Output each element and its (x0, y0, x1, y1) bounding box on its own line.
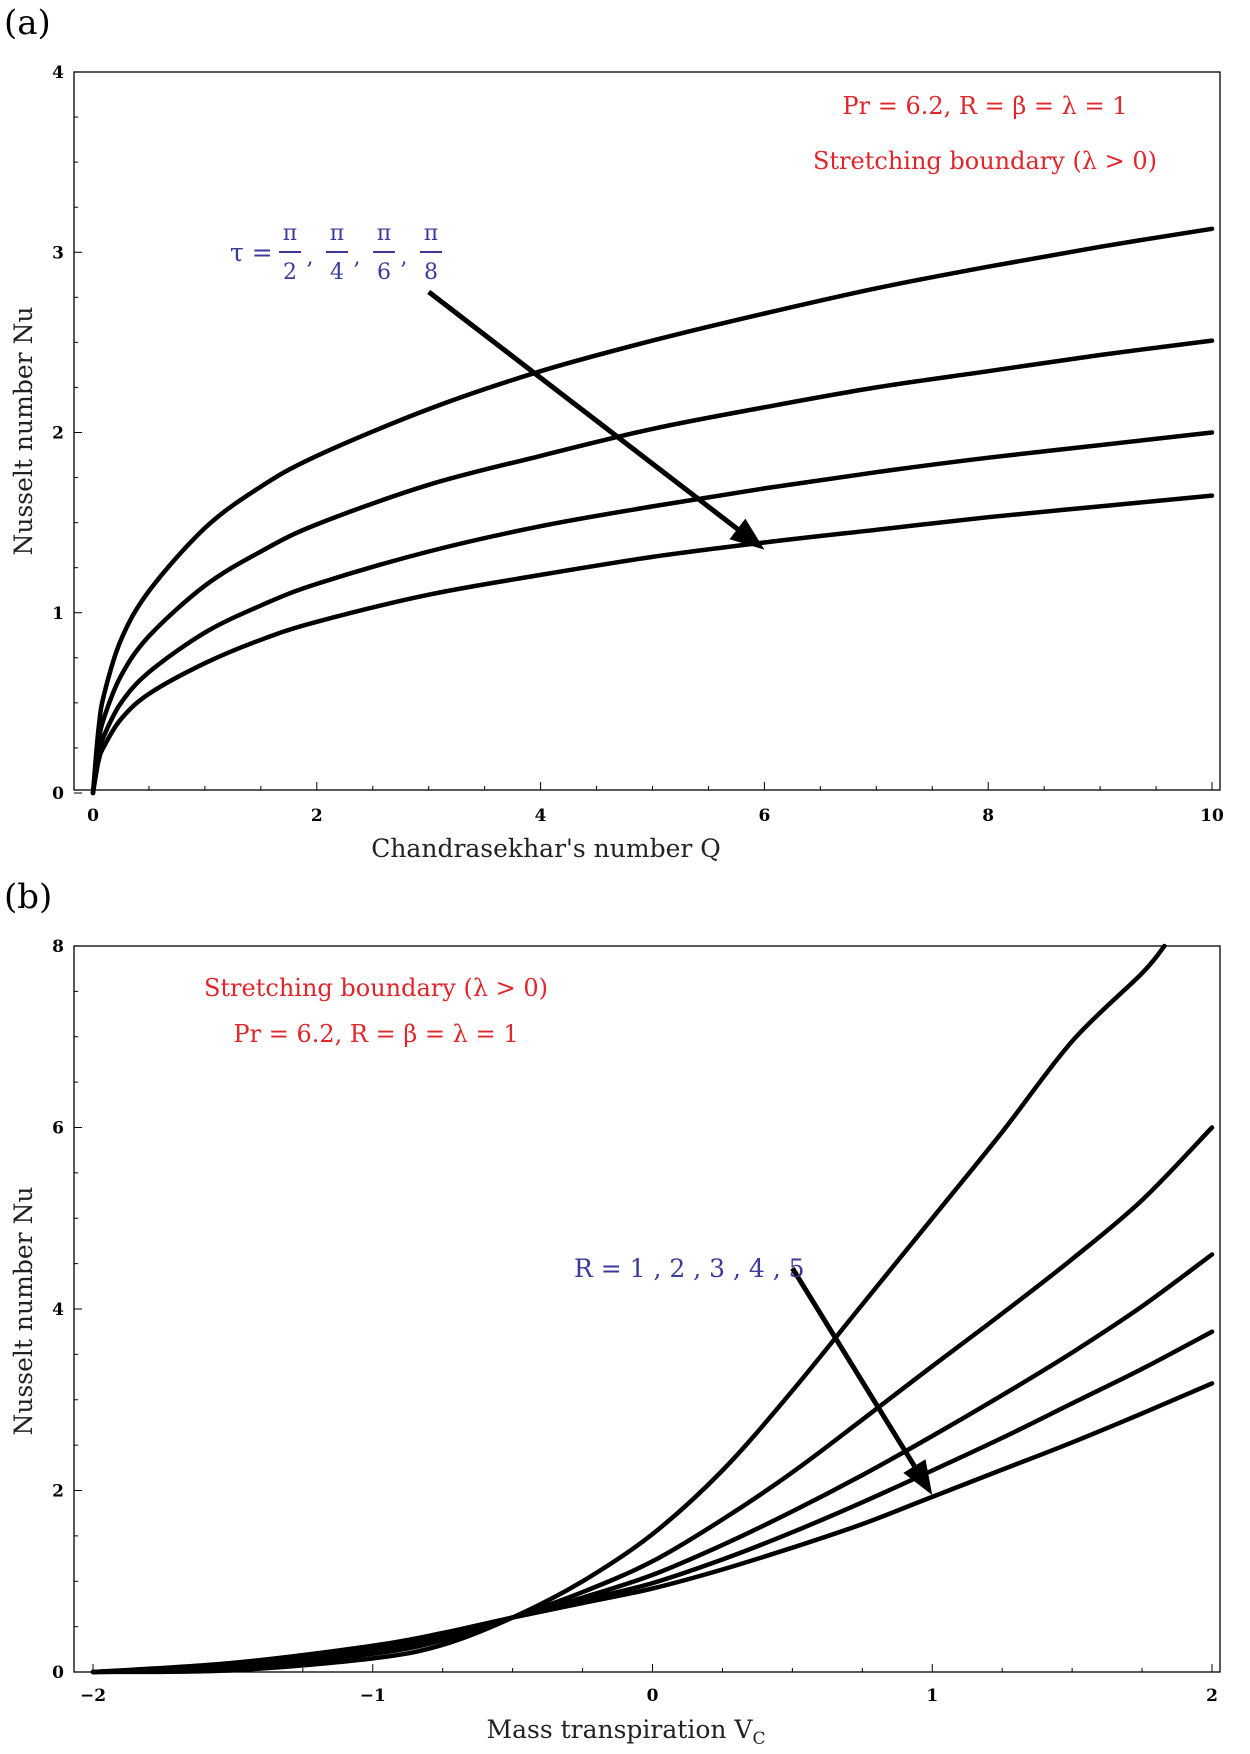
y-tick-label: 2 (52, 424, 64, 444)
arrow-shaft (790, 1266, 917, 1468)
x-tick-label: −2 (80, 1686, 106, 1706)
panel-b: (b) −2 −1 0 1 2 0 2 4 6 8 Mass transpiration VC N… (4, 877, 1221, 1749)
x-tick-label: 2 (1206, 1686, 1218, 1706)
y-tick-label: 4 (52, 1300, 64, 1320)
y-tick-label: 8 (52, 937, 64, 957)
panel-b-ticks: −2 −1 0 1 2 0 2 4 6 8 (52, 937, 1218, 1706)
tau-fractions: π 2, π 4, π 6, π 8 (279, 221, 442, 285)
panel-a-arrow (427, 289, 765, 550)
y-tick-label: 2 (52, 1482, 64, 1502)
panel-a-curves (90, 226, 1215, 796)
tau-denominator: 2 (283, 260, 297, 285)
panel-b-y-axis-label: Nusselt number Nu (9, 1187, 38, 1436)
x-tick-label: 0 (87, 806, 99, 826)
x-tick-label: 6 (758, 806, 770, 826)
arrow-head (903, 1459, 933, 1496)
panel-b-arrow (790, 1266, 933, 1496)
panel-a-boundary-line: Stretching boundary (λ > 0) (813, 147, 1157, 175)
tau-numerator: π (283, 221, 297, 246)
arrow-head (729, 518, 765, 550)
x-tick-label: 10 (1200, 806, 1224, 826)
y-tick-label: 4 (52, 63, 64, 83)
tau-separator: , (401, 245, 408, 270)
panel-a-x-axis-label: Chandrasekhar's number Q (371, 834, 721, 863)
panel-a: (a) 0 2 4 6 8 10 0 1 2 3 4 Chandrasekhar's number … (4, 3, 1224, 863)
series-line-3 (90, 430, 1215, 796)
panel-b-r-annotation: R = 1 , 2 , 3 , 4 , 5 (574, 1254, 805, 1283)
y-tick-label: 6 (52, 1119, 64, 1139)
x-tick-label: 0 (647, 1686, 659, 1706)
panel-b-params-line: Pr = 6.2, R = β = λ = 1 (234, 1020, 519, 1048)
panel-b-x-axis-label: Mass transpiration VC (486, 1715, 765, 1749)
tau-denominator: 4 (330, 260, 344, 285)
arrow-shaft (427, 289, 739, 531)
panel-b-boundary-line: Stretching boundary (λ > 0) (204, 974, 548, 1002)
y-tick-label: 1 (52, 604, 64, 624)
tau-numerator: π (330, 221, 344, 246)
y-tick-label: 3 (52, 243, 64, 263)
series-line-1 (90, 226, 1215, 796)
x-tick-label: 1 (926, 1686, 938, 1706)
tau-separator: , (307, 245, 314, 270)
panel-b-label: (b) (4, 877, 52, 917)
series-line-5 (90, 1381, 1215, 1675)
tau-separator: , (354, 245, 361, 270)
tau-denominator: 6 (377, 260, 391, 285)
panel-a-params-line: Pr = 6.2, R = β = λ = 1 (843, 92, 1128, 120)
x-tick-label: 4 (535, 806, 547, 826)
series-line-1 (90, 943, 1167, 1675)
series-line-2 (90, 338, 1215, 796)
series-line-2 (90, 1125, 1215, 1675)
series-line-3 (90, 1252, 1215, 1675)
x-tick-label: 8 (982, 806, 994, 826)
x-tick-label: 2 (311, 806, 323, 826)
y-tick-label: 0 (52, 1663, 64, 1683)
tau-numerator: π (377, 221, 391, 246)
panel-a-y-axis-label: Nusselt number Nu (9, 307, 38, 556)
y-tick-label: 0 (52, 784, 64, 804)
tau-numerator: π (424, 221, 438, 246)
series-line-4 (90, 493, 1215, 796)
panel-a-ticks: 0 2 4 6 8 10 0 1 2 3 4 (52, 63, 1224, 826)
series-line-4 (90, 1329, 1215, 1675)
tau-denominator: 8 (424, 260, 438, 285)
panel-a-tau-annotation: τ = π 2, π 4, π 6, π 8 (230, 221, 442, 285)
panel-b-curves (90, 943, 1215, 1675)
x-tick-label: −1 (360, 1686, 386, 1706)
panel-a-plot-frame (73, 71, 1221, 791)
panel-a-label: (a) (4, 3, 51, 43)
tau-prefix: τ = (230, 238, 273, 267)
